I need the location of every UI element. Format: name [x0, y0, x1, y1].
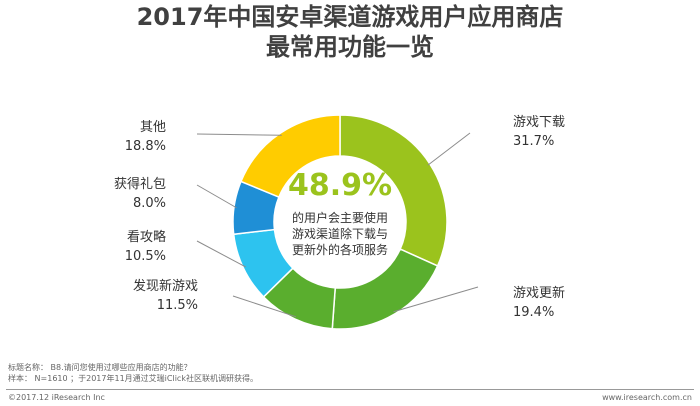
slice-label-category-1: 游戏下载 — [513, 115, 565, 130]
slice-labels: 游戏下载 31.7% 游戏更新 19.4% 发现新游戏 11.5% 看攻略 10.5% 获得礼包… — [114, 115, 565, 320]
copyright-text: ©2017.12 iResearch Inc — [8, 393, 105, 402]
footer-divider — [6, 389, 694, 390]
leader-line-6 — [196, 133, 282, 136]
chart-title-line-1: 2017年中国安卓渠道游戏用户应用商店 — [136, 3, 564, 31]
donut-hole — [275, 157, 405, 287]
slice-label-value-5: 8.0% — [133, 196, 166, 211]
slice-label-category-2: 游戏更新 — [513, 285, 565, 301]
slice-label-category-3: 发现新游戏 — [133, 278, 198, 294]
slice-label-value-3: 11.5% — [157, 298, 198, 313]
leader-line-3 — [232, 295, 297, 318]
footnote-question: 标题名称： B8.请问您使用过哪些应用商店的功能？ — [8, 363, 192, 372]
slice-label-value-1: 31.7% — [513, 134, 554, 149]
slice-label-category-6: 其他 — [140, 120, 166, 135]
footnote-sample: 样本： N=1610 ；于2017年11月通过艾瑞iClick社区联机调研获得。 — [8, 374, 258, 383]
center-note-line-2: 游戏渠道除下载与 — [292, 226, 388, 241]
center-value: 48.9% — [288, 168, 392, 203]
donut-slice-6 — [239, 114, 341, 198]
slice-label-category-4: 看攻略 — [127, 229, 166, 245]
donut-center: 48.9% 的用户会主要使用 游戏渠道除下载与 更新外的各项服务 — [288, 168, 392, 257]
slice-label-value-2: 19.4% — [513, 305, 554, 320]
chart-title-line-2: 最常用功能一览 — [266, 33, 434, 61]
leader-line-4 — [196, 240, 246, 268]
slice-label-value-6: 18.8% — [125, 139, 166, 154]
slice-label-category-5: 获得礼包 — [114, 176, 166, 192]
slice-label-value-4: 10.5% — [125, 249, 166, 264]
leader-line-2 — [393, 286, 479, 313]
leader-lines — [196, 132, 479, 318]
leader-line-5 — [196, 184, 237, 209]
website-text: www.iresearch.com.cn — [602, 393, 692, 402]
donut-slice-1 — [339, 114, 448, 267]
center-note-line-1: 的用户会主要使用 — [292, 210, 388, 225]
center-note-line-3: 更新外的各项服务 — [292, 242, 388, 257]
donut-slices — [232, 114, 448, 330]
leader-line-1 — [427, 132, 471, 166]
